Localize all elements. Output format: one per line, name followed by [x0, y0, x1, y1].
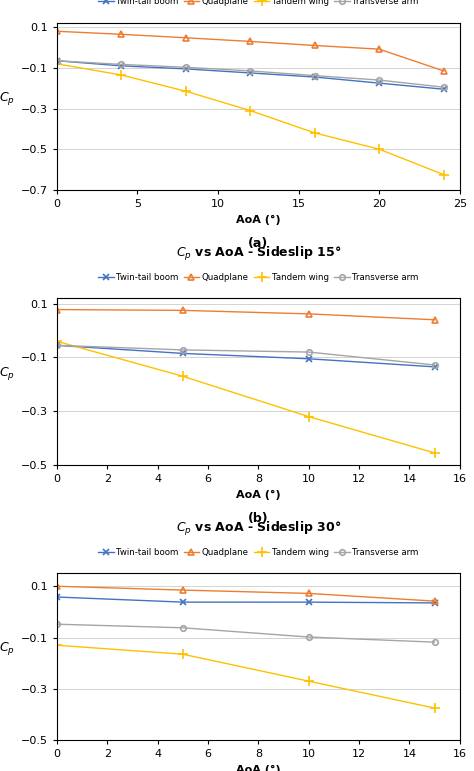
X-axis label: AoA (°): AoA (°) — [236, 214, 281, 224]
Y-axis label: $C_p$: $C_p$ — [0, 640, 15, 657]
Legend: Twin-tail boom, Quadplane, Tandem wing, Transverse arm: Twin-tail boom, Quadplane, Tandem wing, … — [95, 0, 422, 10]
Y-axis label: $C_p$: $C_p$ — [0, 89, 15, 106]
X-axis label: AoA (°): AoA (°) — [236, 490, 281, 500]
Y-axis label: $C_p$: $C_p$ — [0, 365, 15, 382]
Text: (b): (b) — [248, 512, 269, 525]
Title: $C_p$ vs AoA - Sideslip 15°: $C_p$ vs AoA - Sideslip 15° — [176, 244, 341, 263]
Legend: Twin-tail boom, Quadplane, Tandem wing, Transverse arm: Twin-tail boom, Quadplane, Tandem wing, … — [95, 544, 422, 560]
X-axis label: AoA (°): AoA (°) — [236, 765, 281, 771]
Text: (a): (a) — [248, 237, 268, 250]
Legend: Twin-tail boom, Quadplane, Tandem wing, Transverse arm: Twin-tail boom, Quadplane, Tandem wing, … — [95, 269, 422, 285]
Title: $C_p$ vs AoA - Sideslip 30°: $C_p$ vs AoA - Sideslip 30° — [176, 520, 341, 538]
